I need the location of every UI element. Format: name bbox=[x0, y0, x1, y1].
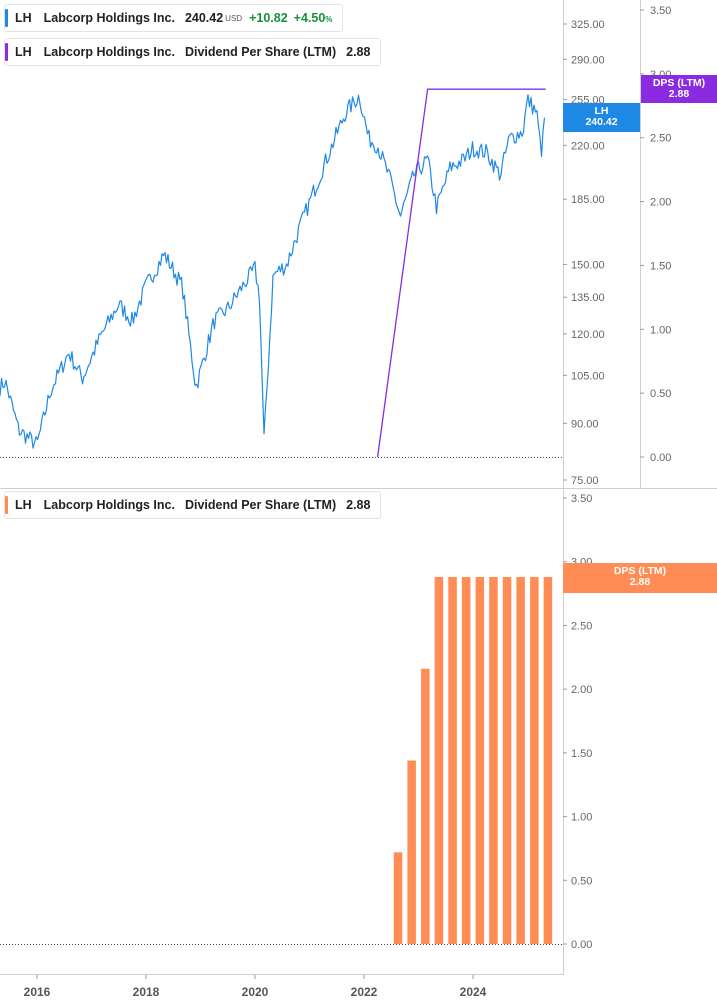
bar-axis-label: 2.00 bbox=[571, 684, 592, 696]
dps-axis-label: 2.00 bbox=[650, 197, 671, 209]
dps-axis-label: 3.50 bbox=[650, 5, 671, 17]
bar-axis-label: 3.50 bbox=[571, 493, 592, 505]
dps-bar bbox=[407, 760, 416, 944]
dps-bar bbox=[502, 577, 512, 944]
dps-bottom-legend-metric: Dividend Per Share (LTM) bbox=[184, 498, 337, 512]
price-legend-unit: USD bbox=[225, 13, 243, 23]
time-axis-label: 2016 bbox=[24, 985, 51, 999]
dps-bottom-tag-label: DPS (LTM) bbox=[613, 565, 667, 577]
dps-bar bbox=[489, 577, 498, 944]
bar-axis-label: 1.50 bbox=[571, 748, 592, 760]
bar-axis-label: 0.00 bbox=[571, 939, 592, 951]
dps-bottom-legend-value: 2.88 bbox=[346, 498, 371, 512]
price-axis-label: 105.00 bbox=[571, 370, 605, 382]
price-axis-label: 90.00 bbox=[571, 418, 599, 430]
dps-axis-label: 1.50 bbox=[650, 260, 671, 272]
price-tag: LH 240.42 bbox=[563, 103, 640, 132]
price-axis-label: 120.00 bbox=[571, 329, 605, 341]
dps-bar bbox=[530, 577, 539, 944]
dps-line bbox=[376, 88, 546, 458]
bar-axis-label: 0.50 bbox=[571, 875, 592, 887]
price-legend-name: Labcorp Holdings Inc. bbox=[43, 11, 175, 25]
dps-bar bbox=[461, 577, 471, 944]
dps-top-legend-name: Labcorp Holdings Inc. bbox=[43, 45, 175, 59]
price-legend-change-pct: +4.50% bbox=[293, 11, 333, 25]
dps-top-tag-label: DPS (LTM) bbox=[652, 77, 706, 89]
dps-bottom-legend-ticker: LH bbox=[15, 498, 32, 512]
dps-top-tag: DPS (LTM) 2.88 bbox=[641, 75, 717, 103]
time-axis-label: 2024 bbox=[460, 985, 487, 999]
dps-axis-label: 0.50 bbox=[650, 388, 671, 400]
price-tag-value: 240.42 bbox=[585, 116, 618, 128]
price-line bbox=[0, 94, 546, 449]
dps-bar bbox=[543, 577, 553, 944]
price-axis-label: 325.00 bbox=[571, 19, 605, 31]
dps-bar bbox=[393, 852, 403, 944]
dps-bottom-legend-swatch bbox=[5, 496, 8, 514]
price-legend-swatch bbox=[5, 9, 8, 27]
dps-bar bbox=[448, 577, 457, 944]
time-axis-label: 2022 bbox=[351, 985, 378, 999]
dps-bottom-legend[interactable]: LH Labcorp Holdings Inc. Dividend Per Sh… bbox=[4, 491, 382, 519]
price-axis-label: 75.00 bbox=[571, 475, 599, 487]
dps-bottom-tag: DPS (LTM) 2.88 bbox=[563, 563, 717, 593]
dps-top-legend-value: 2.88 bbox=[346, 45, 371, 59]
dps-top-tag-value: 2.88 bbox=[668, 88, 690, 100]
dps-bar bbox=[421, 668, 430, 944]
dps-top-legend[interactable]: LH Labcorp Holdings Inc. Dividend Per Sh… bbox=[4, 38, 382, 66]
price-axis-label: 135.00 bbox=[571, 292, 605, 304]
dps-bar bbox=[434, 577, 444, 944]
price-axis-label: 290.00 bbox=[571, 54, 605, 66]
dps-bar bbox=[475, 577, 485, 944]
price-legend-price: 240.42 bbox=[184, 11, 224, 25]
dps-bottom-legend-name: Labcorp Holdings Inc. bbox=[43, 498, 175, 512]
time-axis-label: 2020 bbox=[242, 985, 269, 999]
time-axis-label: 2018 bbox=[133, 985, 160, 999]
dps-axis-label: 1.00 bbox=[650, 324, 671, 336]
price-legend-ticker: LH bbox=[15, 11, 32, 25]
dps-top-legend-metric: Dividend Per Share (LTM) bbox=[184, 45, 337, 59]
price-legend[interactable]: LH Labcorp Holdings Inc. 240.42 USD +10.… bbox=[4, 4, 344, 32]
price-axis-label: 220.00 bbox=[571, 140, 605, 152]
price-axis-label: 150.00 bbox=[571, 259, 605, 271]
dps-axis-label: 2.50 bbox=[650, 133, 671, 145]
dps-axis-label: 0.00 bbox=[650, 452, 671, 464]
dps-bar bbox=[516, 577, 525, 944]
price-axis-label: 185.00 bbox=[571, 194, 605, 206]
price-tag-label: LH bbox=[594, 105, 609, 117]
dps-bottom-tag-value: 2.88 bbox=[629, 576, 651, 588]
dps-top-legend-swatch bbox=[5, 43, 8, 61]
bar-axis-label: 1.00 bbox=[571, 812, 592, 824]
bar-axis-label: 2.50 bbox=[571, 620, 592, 632]
dps-top-legend-ticker: LH bbox=[15, 45, 32, 59]
price-legend-change: +10.82 bbox=[249, 11, 288, 25]
